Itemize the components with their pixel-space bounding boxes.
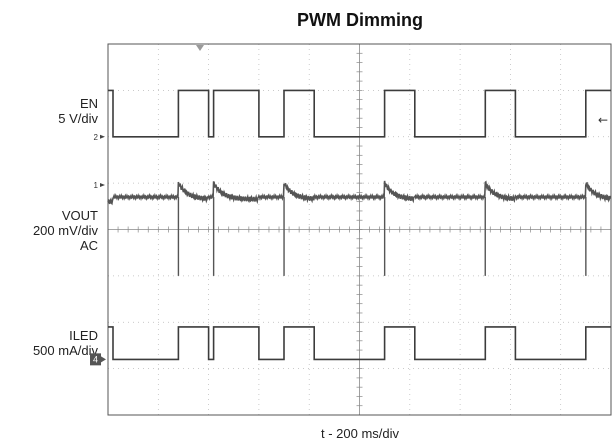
channel-label-vout: AC — [80, 238, 98, 253]
channel-marker-box — [90, 353, 101, 366]
channel-label-iled: ILED — [69, 328, 98, 343]
marker-arrow-icon — [101, 356, 106, 363]
channel-marker-2: 2 — [94, 133, 99, 142]
channel-label-vout: 200 mV/div — [33, 223, 99, 238]
trace-vout — [107, 180, 612, 206]
trace-en — [108, 89, 611, 138]
trigger-marker — [196, 45, 204, 51]
trace-iled — [108, 326, 611, 361]
channel-label-iled: 500 mA/div — [33, 343, 99, 358]
offscreen-arrow-icon: ← — [598, 113, 608, 127]
x-axis-label: t - 200 ms/div — [321, 426, 400, 441]
marker-arrow-icon — [100, 183, 105, 188]
chart-title: PWM Dimming — [297, 10, 423, 30]
marker-arrow-icon — [100, 134, 105, 139]
channel-marker-1: 1 — [94, 181, 99, 190]
traces-layer — [107, 89, 612, 361]
channel-label-en: EN — [80, 96, 98, 111]
channel-label-en: 5 V/div — [58, 111, 98, 126]
channel-marker-4: 4 — [93, 354, 98, 364]
plot-frame — [107, 43, 612, 416]
channel-label-vout: VOUT — [62, 208, 98, 223]
